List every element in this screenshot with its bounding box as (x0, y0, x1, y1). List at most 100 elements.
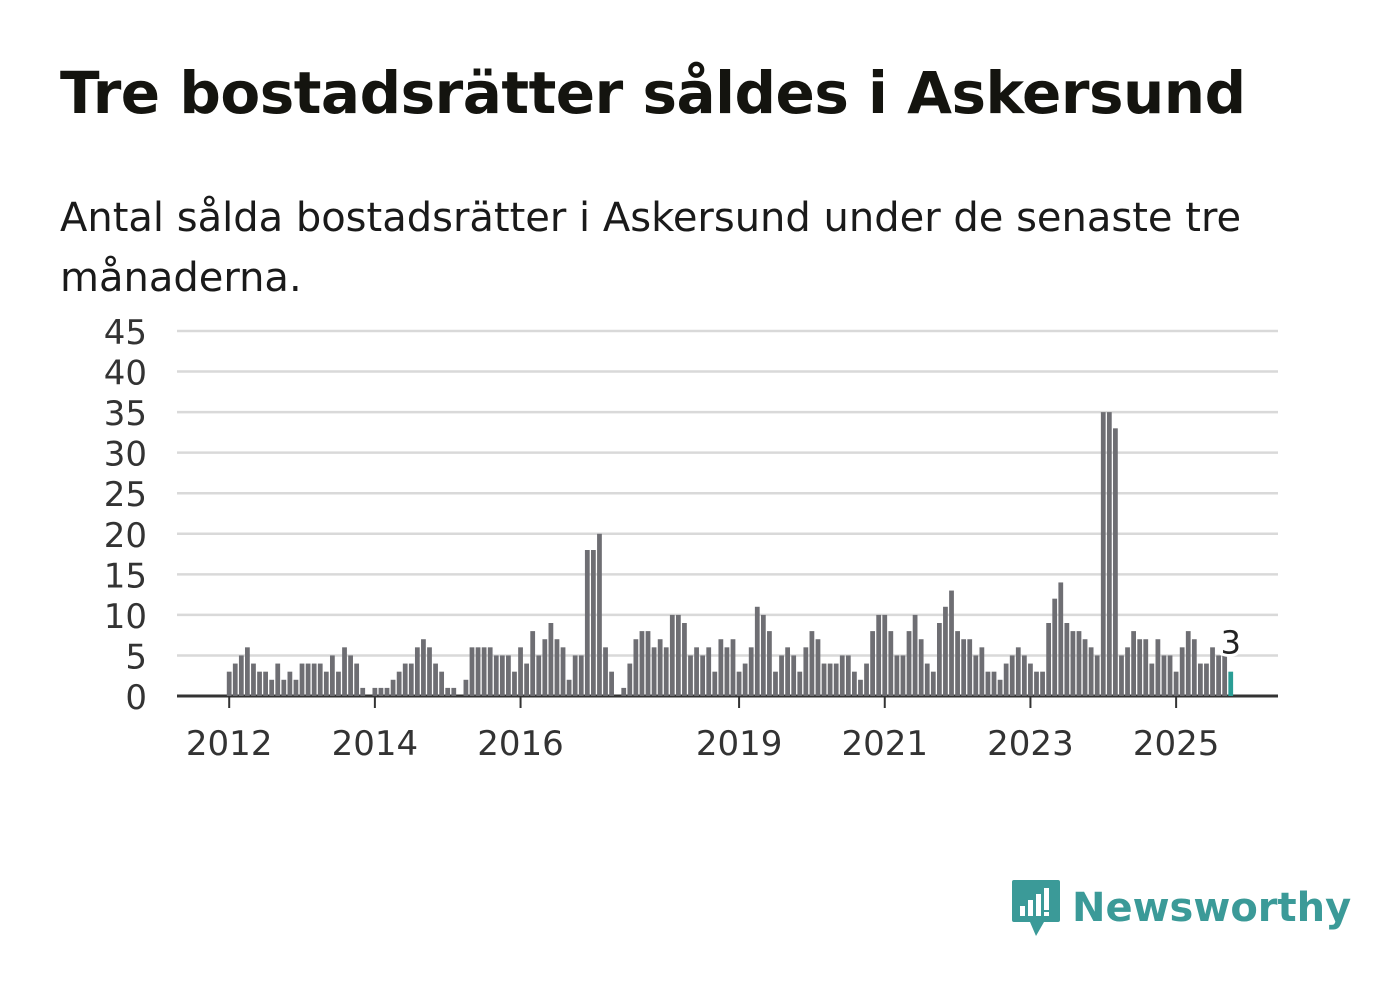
bar (730, 639, 736, 696)
bar (706, 647, 712, 696)
bar (1185, 631, 1191, 696)
bar (991, 671, 997, 696)
bar (275, 663, 281, 696)
y-tick-label: 35 (104, 394, 147, 434)
bar (773, 671, 778, 696)
x-tick-label: 2014 (332, 724, 419, 764)
bar (973, 655, 979, 696)
y-tick-label: 30 (104, 435, 147, 475)
bar (621, 687, 627, 696)
bar (882, 614, 888, 696)
bar (372, 687, 378, 696)
bar (918, 639, 924, 696)
bar (1137, 639, 1143, 696)
bar (633, 639, 639, 696)
bar (1222, 655, 1228, 696)
bar (675, 614, 681, 696)
bar (1119, 655, 1124, 696)
bar (997, 679, 1003, 696)
bar (639, 631, 645, 696)
bar (827, 663, 833, 696)
bar (1034, 671, 1039, 696)
bar (402, 663, 408, 696)
bar (311, 663, 317, 696)
bar (821, 663, 827, 696)
bar (876, 614, 882, 696)
bar (524, 663, 529, 696)
bar (384, 687, 390, 696)
y-tick-label: 20 (104, 516, 147, 556)
bar (336, 671, 341, 696)
bar (1076, 631, 1082, 696)
bar (232, 663, 238, 696)
x-tick-label: 2019 (696, 724, 783, 764)
bar (839, 655, 845, 696)
bar (560, 647, 566, 696)
bar (293, 679, 299, 696)
bar (688, 655, 693, 696)
bar (748, 647, 754, 696)
bar (809, 631, 815, 696)
bar (1143, 639, 1149, 696)
bar (845, 655, 851, 696)
y-tick-label: 5 (125, 637, 147, 677)
bar (712, 671, 718, 696)
bar (317, 663, 323, 696)
bar (1021, 655, 1027, 696)
bar (870, 631, 875, 696)
bar (700, 655, 706, 696)
bar (597, 533, 602, 696)
bar (1125, 647, 1130, 696)
x-tick-label: 2023 (987, 724, 1074, 764)
bar (1028, 663, 1033, 696)
bar (936, 623, 942, 696)
y-tick-label: 15 (104, 556, 147, 596)
bar-series (226, 412, 1234, 696)
bar (815, 639, 821, 696)
bar (439, 671, 445, 696)
chart-subtitle: Antal sålda bostadsrätter i Askersund un… (60, 195, 1242, 301)
bar (949, 590, 954, 696)
bar (803, 647, 809, 696)
x-tick-label: 2025 (1133, 724, 1220, 764)
x-tick-label: 2012 (186, 724, 273, 764)
bar (694, 647, 699, 696)
newsworthy-brand: Newsworthy (1010, 878, 1351, 938)
bar (1155, 639, 1161, 696)
bar (378, 687, 384, 696)
bar (888, 631, 894, 696)
bar (779, 655, 784, 696)
bar (1094, 655, 1100, 696)
bar (864, 663, 869, 696)
bar (481, 647, 487, 696)
bar (572, 655, 578, 696)
bar (463, 679, 469, 696)
bar (943, 606, 948, 696)
y-tick-label: 25 (104, 475, 147, 515)
bar (433, 663, 438, 696)
chart-title: Tre bostadsrätter såldes i Askersund (60, 59, 1246, 127)
bar (323, 671, 329, 696)
bar (985, 671, 991, 696)
bar (663, 647, 669, 696)
bar (305, 663, 311, 696)
x-axis-ticks: 2012 2014 2016 2019 2021 2023 2025 (186, 696, 1219, 764)
bar (955, 631, 960, 696)
bar (760, 614, 766, 696)
bar (226, 671, 232, 696)
bar (1106, 412, 1112, 696)
bar (645, 631, 651, 696)
bar (329, 655, 335, 696)
bar (906, 631, 912, 696)
bar (475, 647, 481, 696)
bar (797, 671, 803, 696)
bar (1082, 639, 1088, 696)
bar (584, 550, 590, 696)
bar (263, 671, 268, 696)
bar (542, 639, 548, 696)
bar (518, 647, 523, 696)
bar (506, 655, 511, 696)
bar (1228, 671, 1234, 696)
